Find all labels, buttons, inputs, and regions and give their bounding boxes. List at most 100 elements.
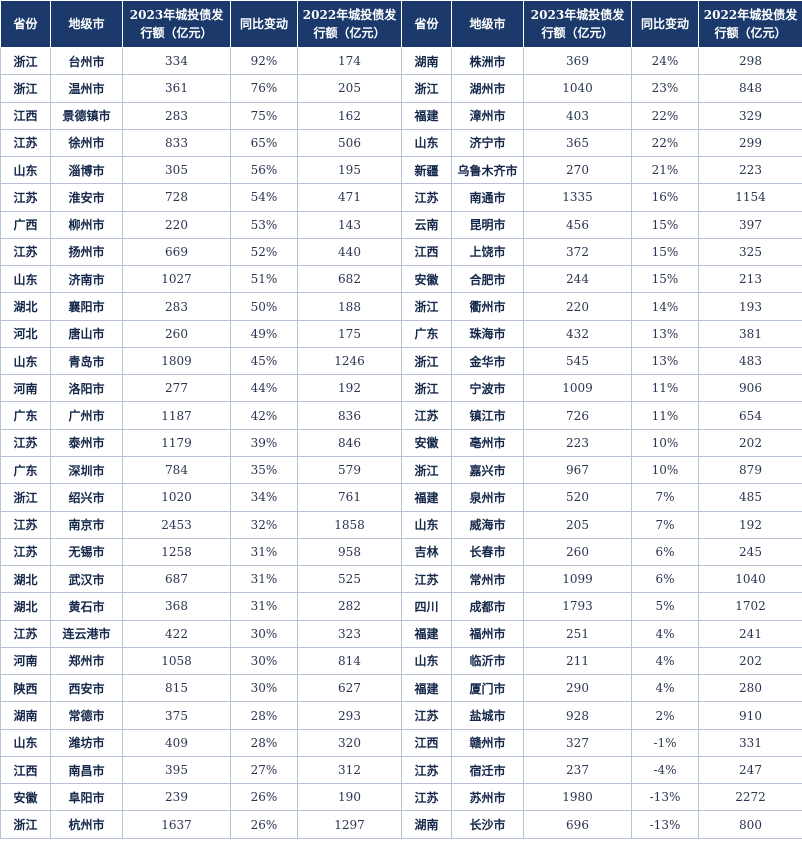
province-cell: 江苏 — [401, 565, 452, 594]
city-cell: 扬州市 — [50, 237, 123, 267]
yoy-cell: 32% — [230, 510, 298, 539]
issuance-2023-cell: 239 — [122, 783, 231, 812]
city-cell: 柳州市 — [50, 210, 123, 239]
yoy-cell: 4% — [631, 619, 699, 648]
issuance-2023-cell: 1793 — [523, 592, 632, 621]
table-body: 浙江 台州市 334 92% 174 湖南 株洲市 369 24% 298 浙江 温州市 361 76% 2… — [0, 46, 802, 839]
issuance-2022-cell: 525 — [297, 565, 402, 594]
province-cell: 浙江 — [0, 46, 51, 76]
header-issuance-2023: 2023年城投债发行额（亿元） — [122, 0, 231, 48]
issuance-2022-cell: 325 — [698, 237, 802, 267]
city-cell: 武汉市 — [50, 565, 123, 594]
header-province: 省份 — [0, 0, 51, 48]
province-cell: 江苏 — [0, 128, 51, 158]
city-cell: 福州市 — [451, 619, 524, 648]
issuance-2023-cell: 334 — [122, 46, 231, 76]
yoy-cell: 15% — [631, 237, 699, 267]
yoy-cell: 15% — [631, 265, 699, 294]
issuance-2022-cell: 906 — [698, 374, 802, 403]
issuance-2023-cell: 669 — [122, 237, 231, 267]
province-cell: 云南 — [401, 210, 452, 239]
city-cell: 嘉兴市 — [451, 455, 524, 485]
yoy-cell: 54% — [230, 183, 298, 212]
city-cell: 上饶市 — [451, 237, 524, 267]
yoy-cell: -13% — [631, 810, 699, 839]
province-cell: 湖南 — [401, 810, 452, 839]
province-cell: 山东 — [401, 128, 452, 158]
issuance-2023-cell: 409 — [122, 728, 231, 757]
province-cell: 浙江 — [401, 346, 452, 376]
issuance-2023-cell: 784 — [122, 455, 231, 485]
header-issuance-2022: 2022年城投债发行额（亿元） — [297, 0, 402, 48]
yoy-cell: 24% — [631, 46, 699, 76]
issuance-2022-cell: 312 — [297, 755, 402, 785]
issuance-2022-cell: 579 — [297, 455, 402, 485]
city-cell: 珠海市 — [451, 319, 524, 348]
yoy-cell: 21% — [631, 156, 699, 185]
province-cell: 江西 — [401, 728, 452, 757]
yoy-cell: 5% — [631, 592, 699, 621]
table-row: 江苏 徐州市 833 65% 506 山东 济宁市 365 22% 299 — [0, 128, 802, 158]
province-cell: 山东 — [0, 265, 51, 294]
city-cell: 唐山市 — [50, 319, 123, 348]
yoy-cell: 31% — [230, 592, 298, 621]
table-row: 广东 深圳市 784 35% 579 浙江 嘉兴市 967 10% 879 — [0, 455, 802, 485]
issuance-2023-cell: 220 — [523, 292, 632, 321]
province-cell: 广东 — [401, 319, 452, 348]
city-cell: 南昌市 — [50, 755, 123, 785]
issuance-2023-cell: 223 — [523, 428, 632, 457]
province-cell: 江苏 — [401, 783, 452, 812]
city-cell: 无锡市 — [50, 537, 123, 567]
province-cell: 安徽 — [401, 265, 452, 294]
issuance-2023-cell: 422 — [122, 619, 231, 648]
city-cell: 连云港市 — [50, 619, 123, 648]
yoy-cell: 11% — [631, 401, 699, 430]
issuance-2023-cell: 1637 — [122, 810, 231, 839]
yoy-cell: 4% — [631, 646, 699, 676]
issuance-2022-cell: 682 — [297, 265, 402, 294]
table-row: 江苏 连云港市 422 30% 323 福建 福州市 251 4% 241 — [0, 619, 802, 648]
province-cell: 广东 — [0, 455, 51, 485]
city-cell: 济宁市 — [451, 128, 524, 158]
issuance-2022-cell: 958 — [297, 537, 402, 567]
province-cell: 湖北 — [0, 592, 51, 621]
province-cell: 陕西 — [0, 674, 51, 703]
issuance-2022-cell: 440 — [297, 237, 402, 267]
issuance-2023-cell: 327 — [523, 728, 632, 757]
table-row: 江苏 无锡市 1258 31% 958 吉林 长春市 260 6% 245 — [0, 537, 802, 567]
issuance-2022-cell: 202 — [698, 428, 802, 457]
issuance-2023-cell: 833 — [122, 128, 231, 158]
issuance-2022-cell: 1858 — [297, 510, 402, 539]
province-cell: 湖南 — [0, 701, 51, 730]
city-cell: 徐州市 — [50, 128, 123, 158]
province-cell: 江苏 — [401, 755, 452, 785]
yoy-cell: 52% — [230, 237, 298, 267]
yoy-cell: 51% — [230, 265, 298, 294]
issuance-2022-cell: 1154 — [698, 183, 802, 212]
province-cell: 湖北 — [0, 565, 51, 594]
issuance-2023-cell: 369 — [523, 46, 632, 76]
issuance-2022-cell: 282 — [297, 592, 402, 621]
issuance-2023-cell: 251 — [523, 619, 632, 648]
province-cell: 湖南 — [401, 46, 452, 76]
issuance-2023-cell: 283 — [122, 292, 231, 321]
issuance-2022-cell: 329 — [698, 101, 802, 130]
table-row: 河南 郑州市 1058 30% 814 山东 临沂市 211 4% 202 — [0, 646, 802, 676]
province-cell: 广西 — [0, 210, 51, 239]
issuance-2022-cell: 195 — [297, 156, 402, 185]
table-row: 湖北 武汉市 687 31% 525 江苏 常州市 1099 6% 1040 — [0, 565, 802, 594]
city-cell: 淄博市 — [50, 156, 123, 185]
yoy-cell: 56% — [230, 156, 298, 185]
header-province: 省份 — [401, 0, 452, 48]
issuance-2022-cell: 192 — [698, 510, 802, 539]
city-cell: 潍坊市 — [50, 728, 123, 757]
issuance-2022-cell: 800 — [698, 810, 802, 839]
yoy-cell: 6% — [631, 565, 699, 594]
issuance-2023-cell: 1040 — [523, 74, 632, 103]
issuance-2023-cell: 1027 — [122, 265, 231, 294]
province-cell: 江苏 — [401, 183, 452, 212]
yoy-cell: 15% — [631, 210, 699, 239]
province-cell: 江苏 — [401, 401, 452, 430]
city-cell: 泉州市 — [451, 483, 524, 512]
city-cell: 深圳市 — [50, 455, 123, 485]
